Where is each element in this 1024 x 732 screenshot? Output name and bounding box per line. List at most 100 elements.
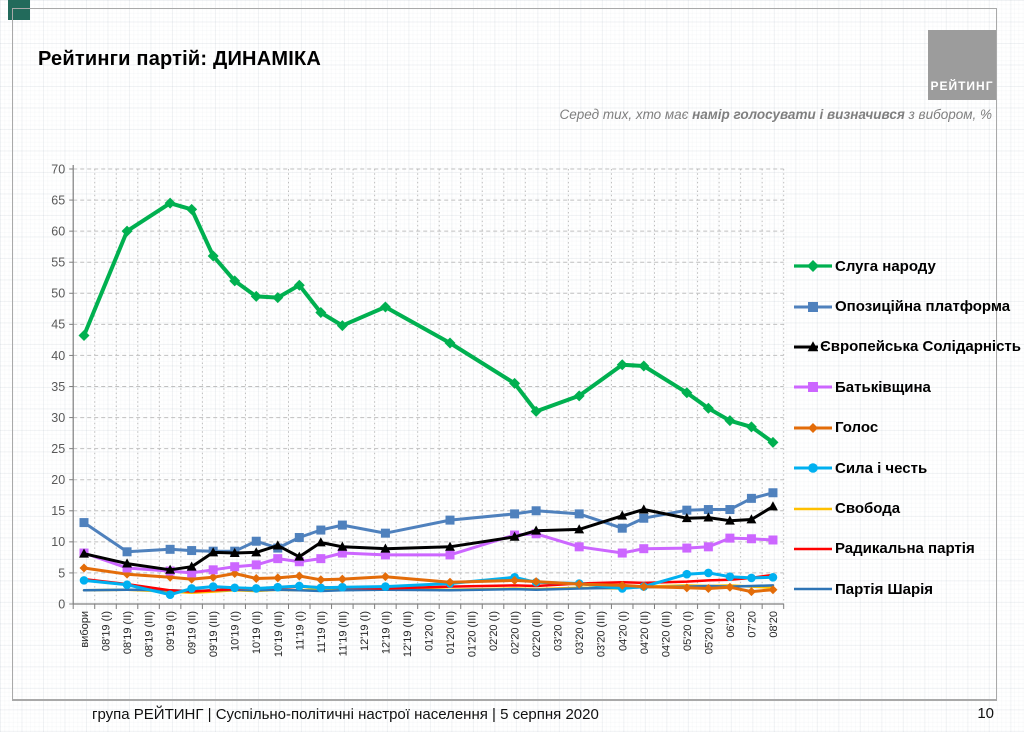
- series-marker: [767, 436, 779, 448]
- rating-logo-text: РЕЙТИНГ: [930, 79, 994, 93]
- series-marker: [682, 569, 692, 579]
- legend-label: Слуга народу: [835, 257, 936, 275]
- y-tick-label: 25: [51, 442, 65, 456]
- legend-marker-sample: [794, 463, 832, 473]
- series-marker: [724, 415, 736, 427]
- series-marker: [703, 542, 713, 552]
- series-marker: [273, 554, 283, 564]
- page-number: 10: [977, 705, 994, 722]
- legend-item-7: Свобода: [793, 488, 1021, 528]
- x-tick-label: 11'19 (III): [337, 611, 349, 656]
- corner-accent-square: [8, 0, 30, 20]
- series-marker: [316, 525, 326, 535]
- legend-label: Сила і честь: [835, 459, 928, 477]
- series-marker: [251, 547, 262, 557]
- legend-sample-marker: [807, 341, 819, 352]
- series-marker: [208, 582, 218, 591]
- x-tick-label: 04'20 (III): [660, 611, 672, 657]
- series-marker: [380, 543, 391, 553]
- series-marker: [272, 540, 283, 550]
- series-marker: [294, 557, 304, 567]
- series-marker: [273, 582, 283, 592]
- series-marker: [229, 547, 240, 557]
- series-marker: [337, 574, 347, 584]
- chart-subtitle: Серед тих, хто має намір голосувати і ви…: [559, 107, 992, 122]
- y-tick-label: 70: [51, 162, 65, 176]
- x-tick-label: 07'20: [746, 611, 758, 638]
- y-tick-label: 60: [51, 225, 65, 239]
- legend-label: Свобода: [835, 500, 901, 518]
- legend-sample-group: [794, 341, 819, 352]
- series-marker: [251, 536, 261, 546]
- legend-marker-sample: [794, 507, 832, 510]
- slide-content-border: [12, 8, 997, 701]
- x-tick-label: 05'20 (II): [703, 611, 715, 654]
- series-marker: [574, 524, 585, 534]
- x-tick-label: 03'20 (II): [574, 611, 586, 654]
- x-tick-label: 04'20 (I): [617, 611, 629, 651]
- legend-item-8: Радикальна партія: [793, 529, 1021, 569]
- y-tick-label: 45: [51, 318, 65, 332]
- series-marker: [768, 585, 778, 595]
- x-tick-label: 01'20 (I): [423, 611, 435, 651]
- x-tick-label: 02'20 (II): [510, 611, 522, 654]
- series-marker: [510, 509, 520, 519]
- y-tick-label: 15: [51, 504, 65, 518]
- series-marker: [768, 572, 778, 582]
- legend-item-2: Опозиційна платформа: [793, 286, 1021, 326]
- series-marker: [315, 307, 327, 319]
- series-marker: [724, 515, 735, 525]
- legend-item-5: Голос: [793, 408, 1021, 448]
- series-marker: [725, 582, 735, 592]
- y-tick-label: 40: [51, 349, 65, 363]
- series-marker: [208, 547, 219, 557]
- y-tick-label: 0: [58, 597, 65, 611]
- series-marker: [230, 583, 240, 593]
- x-tick-label: 09'19 (II): [187, 611, 199, 654]
- x-tick-label: 11'19 (II): [316, 611, 328, 653]
- series-marker: [682, 543, 692, 553]
- series-marker: [725, 533, 735, 543]
- series-marker: [444, 337, 456, 349]
- x-tick-label: 08'19 (II): [122, 611, 134, 654]
- series-marker: [293, 279, 305, 291]
- series-marker: [682, 583, 692, 593]
- x-tick-label: 09'19 (I): [165, 611, 177, 651]
- series-marker: [165, 544, 175, 554]
- series-marker: [273, 573, 283, 583]
- series-marker: [230, 562, 240, 572]
- x-tick-label: 03'20 (III): [596, 611, 608, 657]
- series-4: [79, 529, 778, 578]
- series-marker: [380, 550, 390, 560]
- series-marker: [704, 568, 713, 578]
- x-tick-label: 12'19 (III): [402, 611, 414, 657]
- series-marker: [122, 563, 132, 573]
- series-marker: [122, 580, 132, 590]
- series-marker: [639, 513, 649, 523]
- series-marker: [251, 560, 261, 570]
- x-tick-label: 02'20 (I): [488, 611, 500, 651]
- series-marker: [338, 582, 347, 592]
- legend-sample-marker: [808, 463, 818, 473]
- series-marker: [617, 580, 627, 590]
- series-marker: [510, 575, 520, 585]
- x-tick-label: 08'20: [768, 611, 780, 638]
- series-marker: [122, 558, 132, 568]
- series-marker: [187, 584, 196, 593]
- x-tick-label: 11'19 (I): [294, 611, 306, 650]
- series-marker: [768, 535, 778, 545]
- y-tick-label: 10: [51, 535, 65, 549]
- legend-label: Радикальна партія: [835, 540, 975, 558]
- series-marker: [768, 488, 778, 498]
- series-marker: [682, 505, 692, 515]
- series-marker: [746, 587, 756, 597]
- series-marker: [703, 583, 713, 593]
- series-line: [82, 504, 775, 572]
- series-marker: [316, 554, 326, 564]
- legend-sample-group: [794, 301, 832, 312]
- series-marker: [746, 514, 757, 524]
- legend-marker-sample: [794, 547, 832, 551]
- series-marker: [250, 290, 262, 302]
- series-marker: [745, 421, 757, 433]
